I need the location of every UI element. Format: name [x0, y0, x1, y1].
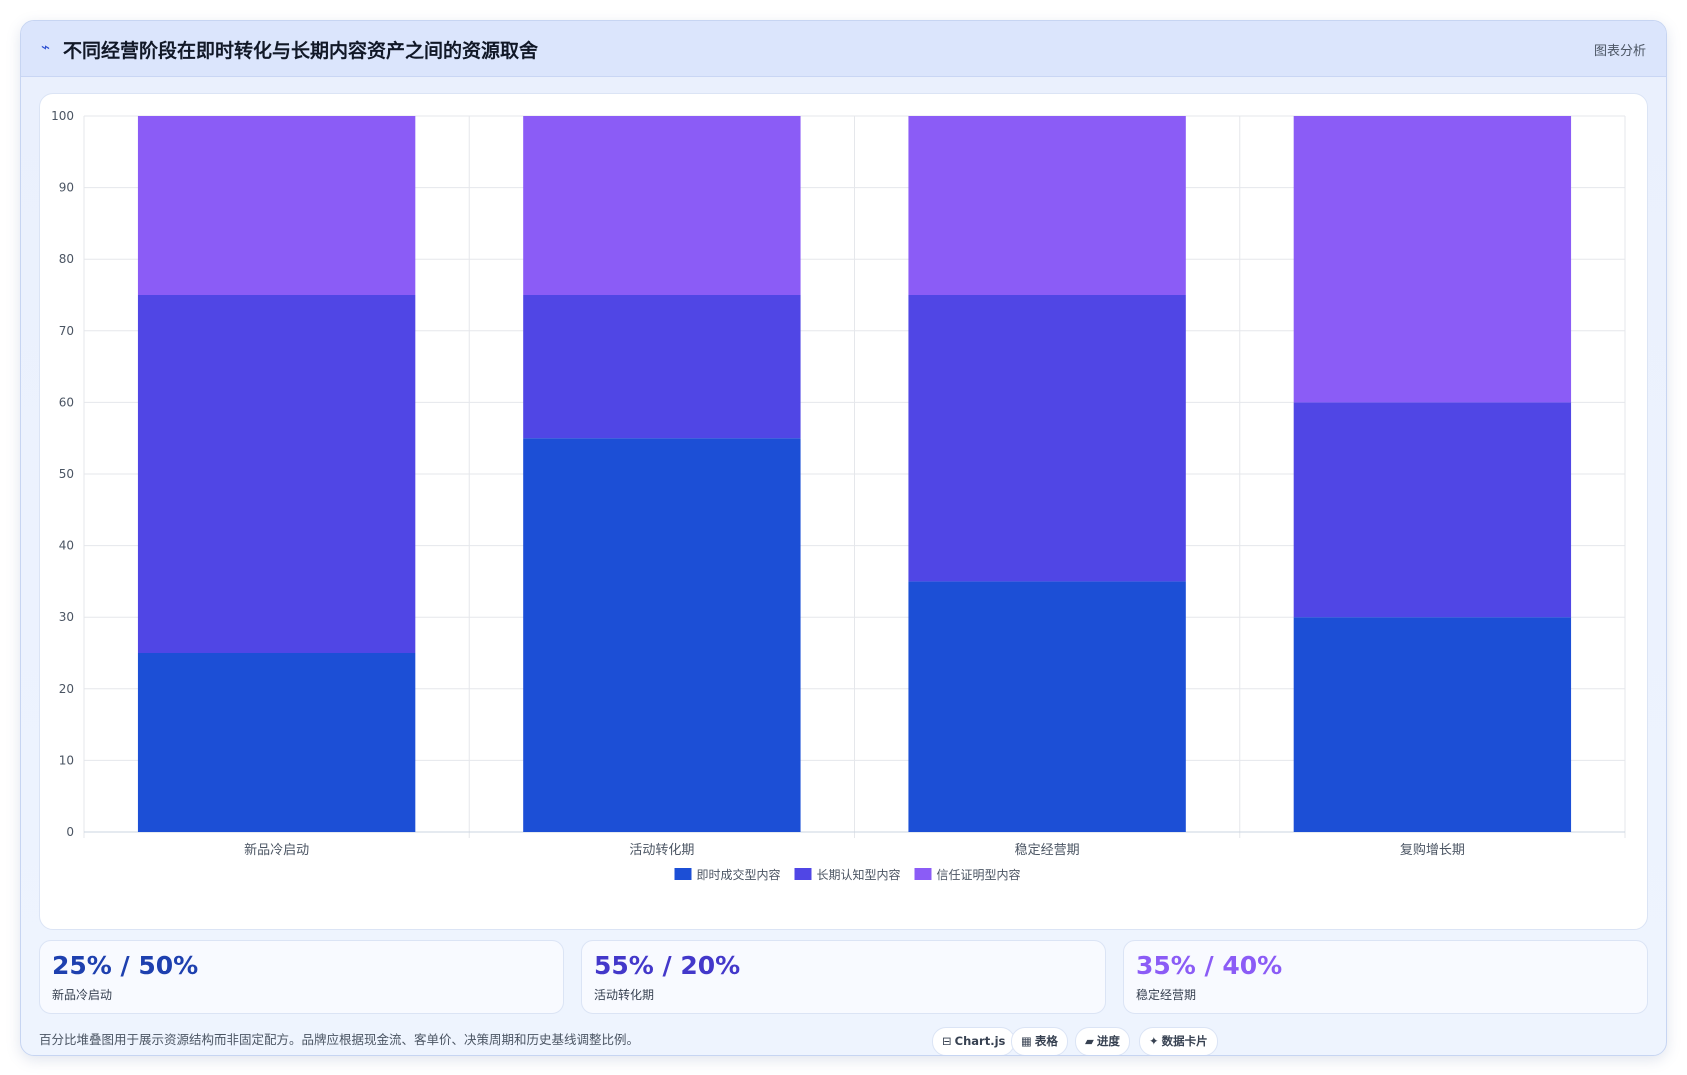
bar-segment: [1293, 116, 1572, 403]
y-tick-label: 60: [59, 395, 74, 409]
chip-label: 表格: [1034, 1034, 1058, 1048]
chip-label: 数据卡片: [1161, 1034, 1208, 1048]
stat-card-stable: 35% / 40% 稳定经营期: [1123, 940, 1648, 1014]
legend-swatch: [914, 868, 932, 880]
chip-table[interactable]: ▦ 表格: [1011, 1027, 1068, 1055]
chip-data-card[interactable]: ✦ 数据卡片: [1139, 1027, 1218, 1055]
stat-label: 稳定经营期: [1136, 988, 1197, 1002]
legend-label: 信任证明型内容: [937, 867, 1021, 882]
y-tick-label: 90: [59, 181, 74, 195]
bar-segment: [137, 295, 416, 653]
y-tick-label: 0: [66, 825, 74, 839]
stat-value: 55% / 20%: [594, 951, 741, 980]
x-tick-label: 新品冷启动: [244, 842, 309, 858]
chip-label: 进度: [1096, 1034, 1120, 1048]
bar-segment: [1293, 402, 1572, 618]
stacked-bar-chart: 0 10 20 30 40 50 60 70 80 90 100 新品冷启动 活动转化期 稳定经营期 复购增…: [51, 109, 1626, 882]
y-tick-label: 10: [59, 753, 74, 767]
bar-segment: [137, 116, 416, 295]
y-tick-label: 30: [59, 610, 74, 624]
bar-segment: [523, 295, 801, 439]
chip-chartjs[interactable]: ⊟ Chart.js: [932, 1027, 1016, 1055]
x-tick-label: 稳定经营期: [1015, 842, 1080, 858]
chip-progress[interactable]: ▰ 进度: [1075, 1027, 1130, 1055]
table-icon: ▦: [1021, 1034, 1032, 1048]
progress-icon: ▰: [1085, 1034, 1094, 1048]
y-tick-label: 50: [59, 467, 74, 481]
stat-card-promo: 55% / 20% 活动转化期: [581, 940, 1106, 1014]
app-window: ⌁ 不同经营阶段在即时转化与长期内容资产之间的资源取舍 图表分析 0 10 20 30…: [20, 20, 1667, 1056]
legend-swatch: [674, 868, 692, 880]
legend-swatch: [794, 868, 812, 880]
bar-segment: [523, 438, 801, 832]
header-bar: ⌁ 不同经营阶段在即时转化与长期内容资产之间的资源取舍 图表分析: [21, 21, 1666, 77]
bar-segment: [908, 295, 1186, 582]
trend-line-icon: ⌁: [41, 38, 51, 56]
chip-label: Chart.js: [954, 1034, 1006, 1048]
stat-value: 25% / 50%: [52, 951, 199, 980]
stat-card-cold-start: 25% / 50% 新品冷启动: [39, 940, 564, 1014]
chart-icon: ⊟: [942, 1034, 952, 1048]
bar-segment: [137, 653, 416, 832]
page-title: 不同经营阶段在即时转化与长期内容资产之间的资源取舍: [63, 40, 539, 62]
sparkle-icon: ✦: [1149, 1034, 1159, 1048]
legend-label: 长期认知型内容: [817, 867, 901, 882]
y-tick-label: 40: [59, 539, 74, 553]
bar-segment: [908, 581, 1186, 832]
y-tick-label: 20: [59, 682, 74, 696]
bar-segment: [908, 116, 1186, 295]
legend-label: 即时成交型内容: [697, 867, 781, 882]
footnote: 百分比堆叠图用于展示资源结构而非固定配方。品牌应根据现金流、客单价、决策周期和历…: [39, 1032, 640, 1047]
header-tag: 图表分析: [1593, 44, 1646, 59]
stat-label: 活动转化期: [594, 988, 655, 1002]
y-tick-label: 70: [59, 324, 74, 338]
x-tick-label: 活动转化期: [629, 843, 694, 858]
y-tick-label: 100: [51, 109, 74, 123]
stat-value: 35% / 40%: [1136, 951, 1283, 980]
chart-card: 0 10 20 30 40 50 60 70 80 90 100 新品冷启动 活动转化期 稳定经营期 复购增…: [39, 93, 1648, 930]
bar-segment: [1293, 617, 1572, 832]
bar-segment: [523, 116, 801, 295]
x-tick-label: 复购增长期: [1400, 842, 1465, 858]
stat-label: 新品冷启动: [52, 988, 113, 1002]
y-tick-label: 80: [59, 252, 74, 266]
